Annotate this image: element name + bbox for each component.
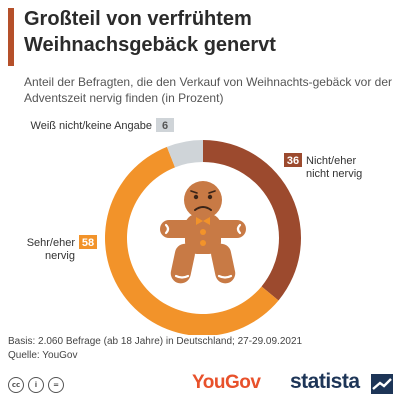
value-label-0: 36 [287,155,299,167]
category-label-2-0: Weiß nicht/keine Angabe [31,120,152,132]
statista-mark-icon [371,374,393,394]
donut-slice-0 [203,140,301,301]
cc-icon[interactable]: cc [8,377,24,393]
chart-subtitle: Anteil der Befragten, die den Verkauf vo… [24,75,392,105]
chart-title: Großteil von verfrühtem Weihnachsgebäck … [24,8,276,56]
value-label-1: 58 [82,237,94,249]
sad-gingerbread-man-icon [160,181,246,284]
donut-slice-1 [105,146,279,335]
category-label-1-1: nervig [45,250,75,262]
footnote-basis: Basis: 2.060 Befrage (ab 18 Jahre) in De… [8,336,303,347]
title-accent-bar [8,8,14,66]
footnote-source: Quelle: YouGov [8,350,78,361]
no-derivatives-icon[interactable]: = [48,377,64,393]
value-badge-1 [79,235,97,249]
statista-logo[interactable]: statista [290,370,360,393]
value-badge-2 [156,118,174,132]
attribution-icon[interactable]: i [28,377,44,393]
category-label-1-0: Sehr/eher [27,237,76,249]
donut-slice-2 [166,140,203,168]
license-icons: cc i = [8,377,64,393]
category-label-0-0: Nicht/eher [306,155,356,167]
yougov-logo: YouGov [192,372,261,393]
value-badge-0 [284,153,302,167]
category-label-0-1: nicht nervig [306,168,362,180]
donut-slices [105,140,301,335]
value-label-2: 6 [162,120,168,132]
